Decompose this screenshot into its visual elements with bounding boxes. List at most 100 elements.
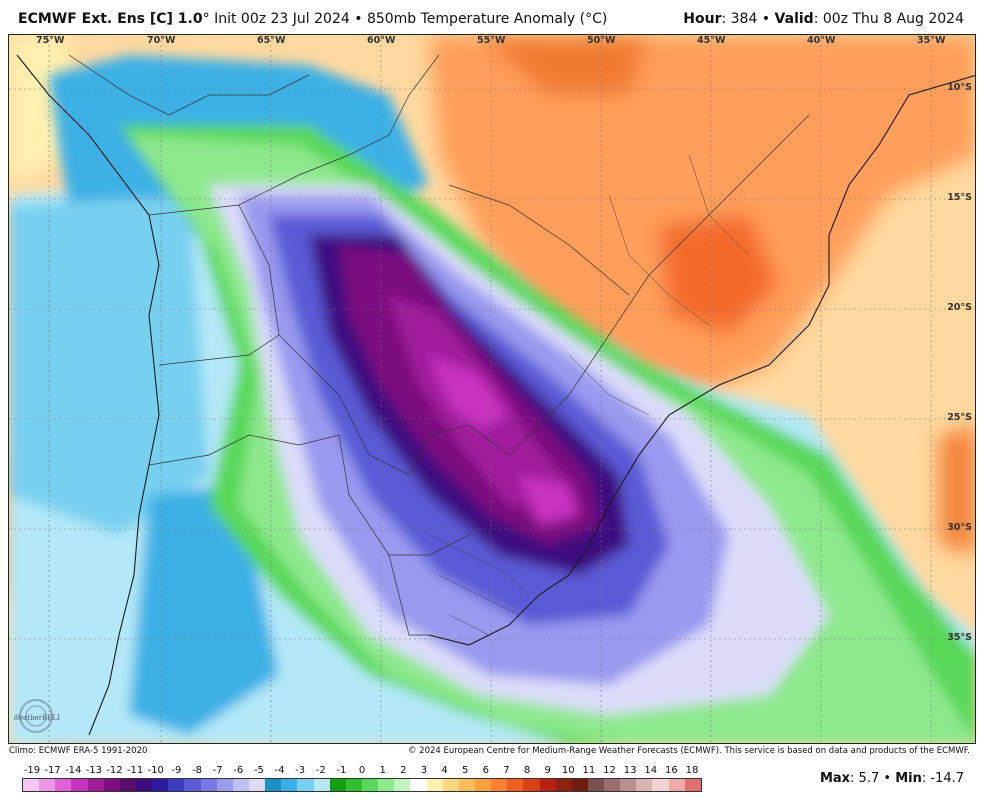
colorbar-tick-label: -6 (233, 765, 244, 776)
colorbar-swatch (329, 779, 346, 791)
colorbar-swatch (571, 779, 588, 791)
colorbar-swatch (135, 779, 153, 791)
colorbar-tick-label: 10 (561, 765, 575, 776)
lon-label-6: 45°W (697, 35, 726, 46)
colorbar-swatch (410, 779, 427, 791)
colorbar-tick-label: 2 (400, 765, 407, 776)
colorbar-swatch (200, 779, 217, 791)
colorbar-swatch (474, 779, 492, 791)
colorbar-swatch (103, 779, 120, 791)
lat-label-4: 30°S (947, 522, 972, 533)
colorbar-tick-label: -12 (106, 765, 123, 776)
colorbar-swatch (539, 779, 556, 791)
colorbar-tick-label: 13 (623, 765, 637, 776)
lon-label-5: 50°W (587, 35, 616, 46)
colorbar-swatch (281, 779, 298, 791)
colorbar-swatch (442, 779, 459, 791)
max-value: : 5.7 (850, 771, 880, 786)
max-min-stats: Max: 5.7 • Min: -14.7 (820, 771, 964, 786)
lat-label-1: 15°S (947, 192, 972, 203)
colorbar-tick-label: -10 (147, 765, 164, 776)
colorbar-tick-label: -5 (253, 765, 264, 776)
colorbar-swatch (232, 779, 249, 791)
colorbar-swatch (71, 779, 88, 791)
colorbar-swatch (361, 779, 379, 791)
colorbar-swatch (39, 779, 56, 791)
header-separator: • (761, 11, 771, 27)
lon-label-1: 70°W (147, 35, 176, 46)
lon-label-8: 35°W (917, 35, 946, 46)
colorbar-swatch (523, 779, 540, 791)
colorbar-tick-label: 9 (544, 765, 551, 776)
colorbar-labels: -19 -17 -14 -13 -12 -11 -10 -9 -8 -7 -6 -5 -4 -3 -2 -1 0… (22, 765, 702, 777)
hour-value: : 384 (721, 11, 758, 27)
lon-label-7: 40°W (807, 35, 836, 46)
colorbar-tick-label: 4 (441, 765, 448, 776)
valid-time-header: Hour: 384 • Valid: 00z Thu 8 Aug 2024 (683, 11, 964, 27)
colorbar-tick-label: -3 (295, 765, 306, 776)
colorbar-tick-label: -7 (212, 765, 223, 776)
colorbar-tick-label: -17 (44, 765, 61, 776)
lon-label-2: 65°W (257, 35, 286, 46)
colorbar-tick-label: -14 (65, 765, 82, 776)
colorbar-swatch (216, 779, 233, 791)
colorbar-tick-label: 12 (603, 765, 616, 776)
max-label: Max (819, 771, 851, 786)
lon-label-3: 60°W (367, 35, 396, 46)
colorbar-swatch (168, 779, 185, 791)
colorbar-swatch (555, 779, 572, 791)
colorbar-swatch (23, 779, 40, 791)
colorbar-swatch (652, 779, 669, 791)
colorbar-tick-label: -13 (85, 765, 103, 776)
colorbar-swatch (587, 779, 605, 791)
colorbar-swatch (458, 779, 475, 791)
lat-label-2: 20°S (947, 302, 972, 313)
valid-label: Valid (774, 11, 814, 27)
colorbar-tick-label: -1 (336, 765, 347, 776)
colorbar-swatch (345, 779, 362, 791)
colorbar-tick-label: -11 (126, 765, 144, 776)
colorbar-swatch (684, 779, 701, 791)
colorbar-swatch (55, 779, 72, 791)
colorbar-swatch (394, 779, 411, 791)
degree-symbol: ° (202, 11, 210, 27)
cool-anomaly-regions (9, 55, 975, 743)
colorbar-tick-label: -9 (171, 765, 182, 776)
colorbar-tick-label: 3 (420, 765, 428, 776)
colorbar-swatch (668, 779, 685, 791)
weatherbell-logo: WeatherBELL (14, 699, 60, 733)
colorbar-swatch (152, 779, 169, 791)
colorbar-tick-label: 11 (582, 765, 596, 776)
colorbar-swatch (297, 779, 314, 791)
colorbar-tick-label: -4 (274, 765, 285, 776)
coastlines (16, 54, 975, 736)
lon-label-4: 55°W (477, 35, 506, 46)
colorbar-tick-label: 6 (482, 765, 489, 776)
min-label: Min (895, 771, 922, 786)
colorbar-tick-label: 0 (358, 765, 366, 776)
colorbar-tick-label: -19 (23, 765, 41, 776)
valid-value: : 00z Thu 8 Aug 2024 (813, 11, 964, 27)
init-time: Init 00z 23 Jul 2024 (214, 11, 350, 27)
colorbar (22, 778, 702, 792)
colorbar-tick-label: 8 (523, 765, 531, 776)
colorbar-swatch (636, 779, 653, 791)
colorbar-tick-label: -2 (315, 765, 326, 776)
state-borders (428, 154, 750, 636)
min-value: : -14.7 (921, 771, 964, 786)
colorbar-tick-label: 1 (379, 765, 386, 776)
logo-text: WeatherBELL (14, 714, 60, 722)
copyright-note: © 2024 European Centre for Medium-Range … (407, 746, 970, 756)
colorbar-swatch (87, 779, 104, 791)
stats-separator: • (883, 771, 892, 786)
lat-label-5: 35°S (947, 632, 972, 643)
colorbar-swatch (184, 779, 201, 791)
lat-label-3: 25°S (947, 412, 972, 423)
hour-label: Hour (683, 11, 722, 27)
lon-label-0: 75°W (36, 35, 65, 46)
anomaly-map-svg (9, 35, 975, 743)
colorbar-swatch (265, 779, 282, 791)
anomaly-map (8, 34, 976, 744)
colorbar-swatch (507, 779, 524, 791)
colorbar-tick-label: 5 (461, 765, 469, 776)
